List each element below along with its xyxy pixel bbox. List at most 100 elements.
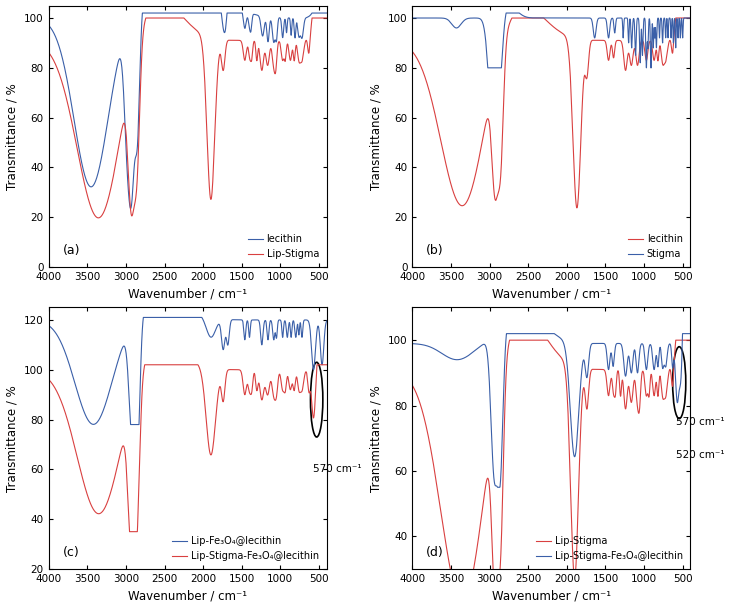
Lip-Stigma (322, 15, 331, 22)
Lip-Stigma-Fe₃O₄@lecithin (686, 330, 694, 337)
lecithin (580, 76, 588, 83)
X-axis label: Wavenumber / cm⁻¹: Wavenumber / cm⁻¹ (128, 288, 247, 300)
Lip-Stigma (580, 384, 588, 392)
Lip-Stigma (50, 58, 58, 65)
Line: lecithin: lecithin (412, 18, 690, 208)
Lip-Stigma (638, 368, 647, 376)
lecithin (45, 22, 53, 29)
Text: (b): (b) (426, 244, 444, 257)
lecithin (408, 48, 417, 55)
Text: (d): (d) (426, 545, 444, 559)
X-axis label: Wavenumber / cm⁻¹: Wavenumber / cm⁻¹ (492, 288, 611, 300)
Lip-Stigma (654, 385, 663, 393)
Lip-Stigma (408, 382, 417, 389)
Stigma (408, 15, 417, 22)
lecithin (572, 204, 581, 212)
Lip-Stigma (414, 393, 423, 401)
Lip-Fe₃O₄@lecithin (291, 328, 300, 336)
Lip-Stigma-Fe₃O₄@lecithin (274, 375, 283, 382)
Lip-Stigma (216, 50, 224, 58)
Lip-Fe₃O₄@lecithin (322, 317, 331, 325)
Lip-Stigma (458, 599, 466, 606)
Lip-Fe₃O₄@lecithin (45, 322, 53, 329)
lecithin (80, 169, 88, 176)
Lip-Stigma-Fe₃O₄@lecithin (204, 436, 213, 443)
lecithin (274, 16, 283, 23)
Stigma (580, 15, 588, 22)
lecithin (126, 205, 135, 212)
lecithin (216, 9, 224, 16)
lecithin (444, 168, 452, 176)
Line: Lip-Stigma: Lip-Stigma (412, 340, 690, 603)
Lip-Stigma-Fe₃O₄@lecithin (45, 376, 53, 383)
Lip-Stigma (204, 157, 213, 164)
lecithin (322, 9, 331, 16)
Lip-Stigma (80, 178, 88, 185)
X-axis label: Wavenumber / cm⁻¹: Wavenumber / cm⁻¹ (128, 589, 247, 603)
lecithin (638, 37, 647, 44)
Stigma (647, 64, 656, 72)
Lip-Fe₃O₄@lecithin (197, 314, 206, 321)
Legend: Lip-Fe₃O₄@lecithin, Lip-Stigma-Fe₃O₄@lecithin: Lip-Fe₃O₄@lecithin, Lip-Stigma-Fe₃O₄@lec… (170, 533, 322, 564)
Y-axis label: Transmittance / %: Transmittance / % (6, 385, 18, 492)
Text: (a): (a) (63, 244, 80, 257)
Lip-Stigma-Fe₃O₄@lecithin (654, 357, 663, 364)
Line: Lip-Stigma: Lip-Stigma (49, 18, 327, 218)
Lip-Stigma (94, 214, 103, 221)
Lip-Stigma-Fe₃O₄@lecithin (50, 383, 58, 390)
Lip-Fe₃O₄@lecithin (204, 330, 213, 337)
Line: Lip-Stigma-Fe₃O₄@lecithin: Lip-Stigma-Fe₃O₄@lecithin (49, 365, 327, 531)
Text: 570 cm⁻¹: 570 cm⁻¹ (675, 417, 724, 427)
Text: 570 cm⁻¹: 570 cm⁻¹ (313, 464, 361, 474)
Y-axis label: Transmittance / %: Transmittance / % (369, 83, 382, 190)
Lip-Stigma (686, 336, 694, 344)
Y-axis label: Transmittance / %: Transmittance / % (369, 385, 382, 492)
Lip-Stigma (567, 523, 576, 531)
Lip-Fe₃O₄@lecithin (80, 408, 88, 415)
Lip-Fe₃O₄@lecithin (274, 317, 283, 324)
lecithin (567, 101, 576, 108)
Lip-Stigma-Fe₃O₄@lecithin (567, 430, 576, 437)
Lip-Stigma-Fe₃O₄@lecithin (322, 361, 331, 368)
Legend: lecithin, Lip-Stigma: lecithin, Lip-Stigma (245, 232, 322, 262)
Lip-Stigma-Fe₃O₄@lecithin (496, 483, 504, 491)
Lip-Stigma-Fe₃O₄@lecithin (414, 340, 423, 348)
lecithin (414, 57, 423, 64)
Line: lecithin: lecithin (49, 13, 327, 209)
Lip-Fe₃O₄@lecithin (135, 421, 143, 428)
X-axis label: Wavenumber / cm⁻¹: Wavenumber / cm⁻¹ (492, 589, 611, 603)
Lip-Stigma-Fe₃O₄@lecithin (216, 383, 224, 390)
Line: Lip-Fe₃O₄@lecithin: Lip-Fe₃O₄@lecithin (49, 317, 327, 424)
Lip-Stigma (274, 39, 283, 46)
Lip-Stigma (444, 551, 452, 559)
lecithin (204, 9, 213, 16)
Text: (c): (c) (63, 545, 80, 559)
Lip-Stigma-Fe₃O₄@lecithin (638, 340, 647, 347)
Stigma (515, 9, 524, 16)
Stigma (567, 15, 576, 22)
Lip-Stigma (291, 52, 300, 59)
lecithin (686, 15, 694, 22)
Legend: Lip-Stigma, Lip-Stigma-Fe₃O₄@lecithin: Lip-Stigma, Lip-Stigma-Fe₃O₄@lecithin (533, 533, 686, 564)
Lip-Stigma-Fe₃O₄@lecithin (580, 356, 588, 364)
Stigma (654, 16, 663, 24)
Lip-Stigma-Fe₃O₄@lecithin (133, 528, 142, 535)
Y-axis label: Transmittance / %: Transmittance / % (6, 83, 19, 190)
Line: Stigma: Stigma (412, 13, 690, 68)
Stigma (443, 16, 452, 23)
Lip-Stigma (45, 49, 53, 56)
Lip-Fe₃O₄@lecithin (50, 327, 58, 334)
Lip-Stigma-Fe₃O₄@lecithin (408, 340, 417, 347)
Stigma (686, 15, 694, 22)
Legend: lecithin, Stigma: lecithin, Stigma (625, 232, 686, 262)
Lip-Stigma-Fe₃O₄@lecithin (291, 383, 300, 390)
Line: Lip-Stigma-Fe₃O₄@lecithin: Lip-Stigma-Fe₃O₄@lecithin (412, 334, 690, 487)
Lip-Stigma-Fe₃O₄@lecithin (80, 480, 88, 488)
lecithin (50, 30, 58, 37)
Lip-Stigma-Fe₃O₄@lecithin (444, 353, 452, 361)
Text: 520 cm⁻¹: 520 cm⁻¹ (675, 450, 724, 460)
lecithin (654, 52, 663, 59)
Stigma (413, 15, 422, 22)
Stigma (637, 43, 646, 50)
lecithin (291, 34, 300, 41)
